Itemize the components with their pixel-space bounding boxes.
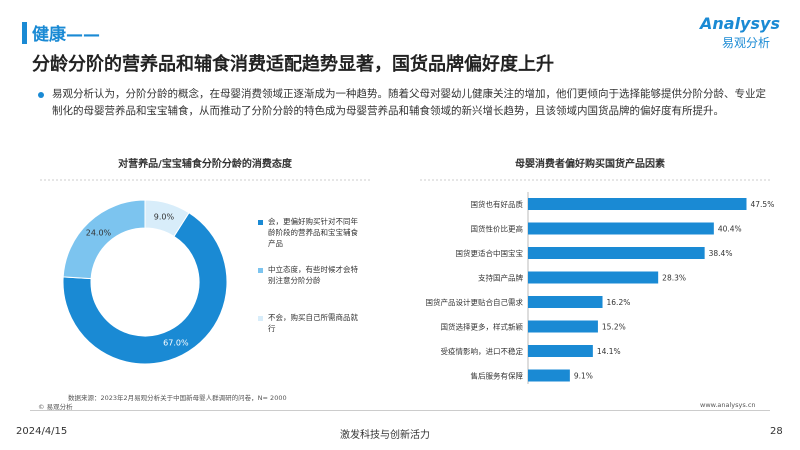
slice-label: 9.0% [154,213,175,222]
bar [528,296,603,308]
bar [528,198,747,210]
pie-slice [62,212,228,365]
y-tick-label: 受疫情影响，进口不稳定 [441,346,524,356]
bar [528,247,705,259]
section: 健康—— [32,25,100,45]
bar [528,320,598,333]
copyright: © 易观分析 [38,403,73,411]
slice-label: 24.0% [86,228,112,237]
value-label: 9.1% [574,372,593,381]
value-label: 14.1% [597,347,621,356]
y-tick-label: 售后服务有保障 [471,371,524,381]
pie-slice [62,199,146,280]
legend-swatch [258,220,263,225]
value-label: 38.4% [709,249,733,258]
bar [528,345,593,357]
title: 分龄分阶的营养品和辅食消费适配趋势显著，国货品牌偏好度上升 [32,54,554,75]
summary: 易观分析认为，分阶分龄的概念，在母婴消费领域正逐渐成为一种趋势。随着父母对婴幼儿… [52,88,766,117]
bar [528,222,714,235]
logo-sub: 易观分析 [722,36,771,50]
legend-label: 不会，购买自己所需商品就行 [268,313,358,333]
value-label: 16.2% [607,298,631,307]
bullet [38,92,44,98]
y-tick-label: 支持国产品牌 [478,273,523,283]
slogan: 激发科技与创新活力 [340,430,430,441]
page-number: 28 [770,426,783,437]
y-tick-label: 国货性价比更高 [471,224,524,234]
legend-label: 会，更偏好购买针对不同年龄阶段的营养品和宝宝辅食产品 [268,217,358,248]
logo: Analysys [700,14,780,33]
legend-swatch [258,316,263,321]
chart-title: 母婴消费者偏好购买国货产品因素 [515,157,665,170]
source: 数据来源：2023年2月易观分析关于中国新母婴人群调研的问卷，N= 2000 [68,394,287,402]
url: www.analysys.cn [700,401,756,409]
chart-title: 对营养品/宝宝辅食分阶分龄的消费态度 [118,157,293,170]
legend-label: 中立态度，有些时候才会特别注意分阶分龄 [268,265,358,285]
y-tick-label: 国货也有好品质 [471,199,524,209]
legend-swatch [258,268,263,273]
bar [528,369,570,382]
y-tick-label: 国货更适合中国宝宝 [456,248,524,258]
value-label: 15.2% [602,323,626,332]
y-tick-label: 国货选择更多，样式新颖 [441,322,524,332]
value-label: 40.4% [718,225,742,234]
accent-bar [22,22,27,44]
date: 2024/4/15 [16,426,68,437]
pie-slice [144,199,190,238]
value-label: 47.5% [751,200,775,209]
value-label: 28.3% [662,274,686,283]
bar [528,271,659,284]
slice-label: 67.0% [163,339,189,348]
y-tick-label: 国货产品设计更贴合自己需求 [426,297,524,307]
footer-rule [30,410,770,411]
